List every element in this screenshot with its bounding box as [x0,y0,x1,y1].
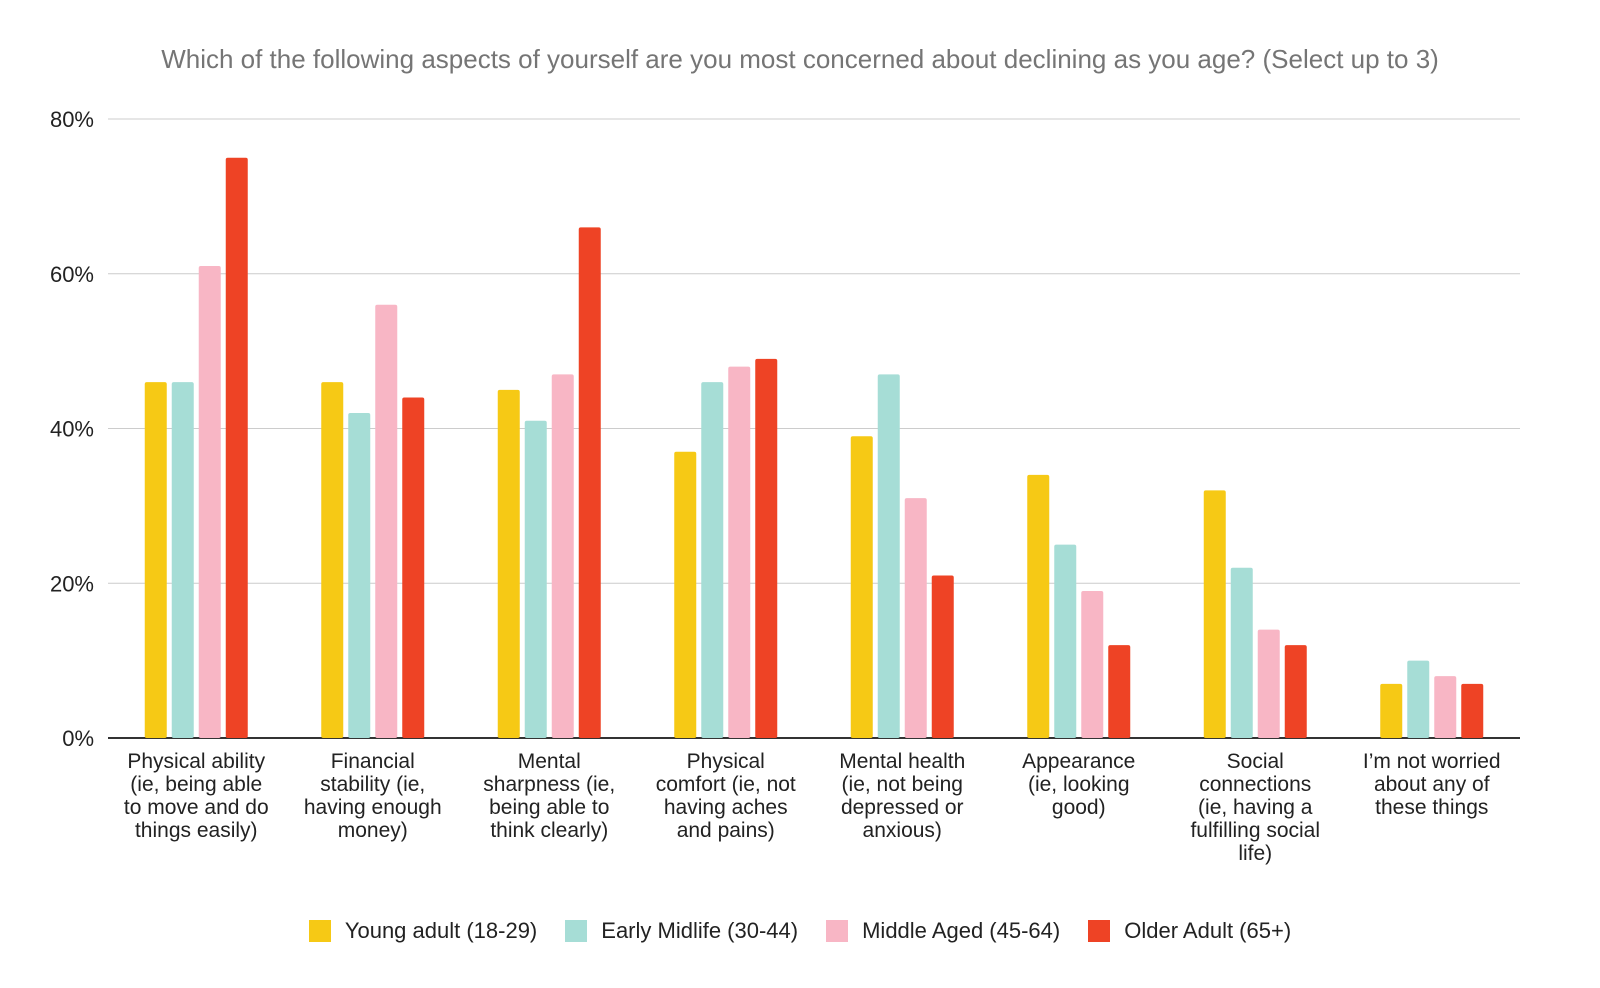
x-axis-labels: Physical ability (ie, being able to move a… [124,750,1501,865]
bar [1027,474,1050,738]
bar-chart: 0% 20% 40% 60% 80% Physical ability (ie, bein… [50,107,1520,865]
bar [701,382,724,738]
legend-label: Older Adult (65+) [1124,918,1292,943]
bar [578,227,601,738]
y-tick-label: 60% [50,262,94,287]
bar [1461,683,1484,738]
bar [1230,567,1253,738]
bar [402,397,425,738]
x-category-label: Social connections (ie, having a fulfilling… [1190,750,1320,865]
bar [877,374,900,738]
x-category-label: Appearance (ie, looking good) [1022,750,1135,819]
bar [1380,683,1403,738]
bar [321,382,344,738]
x-category-label: Financial stability (ie, having enough mone… [304,750,442,842]
bar [144,382,167,738]
bar [931,575,954,738]
bar [348,413,371,738]
chart-title: Which of the following aspects of yourse… [161,44,1439,74]
bar [1257,629,1280,738]
bar [524,420,547,738]
legend-swatch [1088,920,1111,942]
bars [144,157,1484,738]
legend-item: Middle Aged (45-64) [826,918,1060,944]
bar [1203,490,1226,738]
legend-label: Young adult (18-29) [344,918,538,943]
gridlines [108,118,1520,739]
y-tick-label: 40% [50,417,94,442]
legend-label: Middle Aged (45-64) [862,918,1061,943]
bar [1434,676,1457,738]
bar [1284,645,1307,738]
bar [1407,660,1430,738]
y-tick-label: 20% [50,571,94,596]
bar [1081,590,1104,738]
bar [850,436,873,738]
bar [674,451,697,738]
y-tick-label: 0% [62,726,94,751]
y-axis-ticks: 0% 20% 40% 60% 80% [50,107,94,751]
bar [1054,544,1077,738]
legend-swatch [565,920,588,942]
bar [497,389,520,738]
bar [728,366,751,738]
bar [755,358,778,738]
x-category-label: Mental health (ie, not being depressed or a… [839,750,965,842]
legend-item: Young adult (18-29) [308,918,538,944]
bar [375,304,398,738]
bar [225,157,248,738]
bar [171,382,194,738]
bar [904,498,927,738]
legend-swatch [826,920,849,942]
bar [1108,645,1131,738]
legend-item: Early Midlife (30-44) [565,918,798,944]
legend-swatch [308,920,331,942]
legend-item: Older Adult (65+) [1088,918,1291,944]
x-category-label: Physical comfort (ie, not having aches and … [656,750,796,842]
x-category-label: I’m not worried about any of these things [1363,750,1501,819]
bar [551,374,574,738]
x-category-label: Mental sharpness (ie, being able to think c… [483,750,615,842]
bar [198,266,221,738]
legend-label: Early Midlife (30-44) [601,918,799,943]
legend: Young adult (18-29) Early Midlife (30-44)… [0,918,1600,944]
y-tick-label: 80% [50,107,94,132]
x-category-label: Physical ability (ie, being able to move a… [124,750,269,842]
